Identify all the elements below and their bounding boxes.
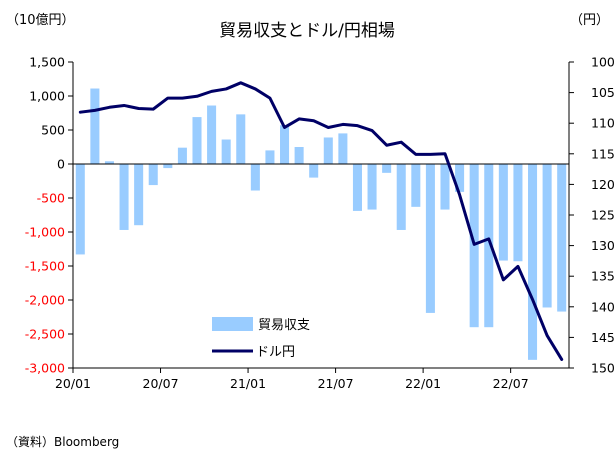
bar-2022-03	[455, 164, 465, 192]
right-axis-tick-labels: 100 105 110 115 120 125 130 135 140 145 150	[591, 55, 615, 376]
bar-2021-10	[382, 164, 392, 173]
left-tick-label: -2,500	[25, 327, 65, 342]
usd-jpy-line	[78, 81, 564, 361]
bar-2022-05	[484, 164, 494, 328]
right-tick-label: 105	[591, 85, 615, 100]
bar-2020-06	[148, 164, 158, 186]
bar-2020-04	[119, 164, 129, 230]
trade-balance-bars	[75, 88, 567, 360]
right-tick-label: 135	[591, 269, 615, 284]
right-tick-label: 145	[591, 330, 615, 345]
right-tick-label: 130	[591, 238, 615, 253]
bar-2021-09	[367, 164, 377, 210]
left-tick-label: -1,500	[25, 259, 65, 274]
bar-2020-08	[177, 147, 187, 164]
x-tick-label: 20/07	[143, 376, 179, 391]
left-tick-label: -2,000	[25, 293, 65, 308]
right-axis-unit: （円）	[570, 13, 609, 28]
bar-2022-10	[557, 164, 567, 312]
legend-label-usd-jpy: ドル円	[256, 345, 295, 360]
left-tick-label: 500	[41, 123, 65, 138]
bar-2021-04	[294, 147, 304, 164]
bar-2021-03	[280, 125, 290, 164]
axes	[68, 61, 574, 373]
legend: 貿易収支 ドル円	[212, 317, 310, 360]
right-tick-label: 115	[591, 146, 615, 161]
bar-2021-02	[265, 150, 275, 164]
bar-2020-05	[134, 164, 144, 226]
left-tick-label: 1,000	[29, 89, 65, 104]
bar-2022-01	[425, 164, 435, 313]
bar-2021-07	[338, 133, 348, 164]
bar-2021-01	[250, 164, 260, 191]
left-tick-label: -3,000	[25, 361, 65, 376]
right-tick-label: 150	[591, 361, 615, 376]
bar-2022-06	[498, 164, 508, 261]
x-tick-label: 20/01	[55, 376, 91, 391]
bar-2022-08	[528, 164, 538, 360]
legend-label-trade-balance: 貿易収支	[258, 318, 310, 333]
right-tick-label: 125	[591, 208, 615, 223]
x-tick-label: 22/07	[493, 376, 529, 391]
left-tick-label: 0	[57, 157, 65, 172]
bar-2020-03	[104, 161, 114, 164]
bar-2021-05	[309, 164, 319, 178]
x-axis-tick-labels: 20/01 20/07 21/01 21/07 22/01 22/07	[55, 376, 529, 391]
usd-jpy-line-layer	[78, 81, 564, 361]
left-axis-tick-labels: 1,500 1,000 500 0 -500 -1,000 -1,500 -2,000 -2,5…	[25, 55, 65, 376]
bar-2020-10	[207, 105, 217, 164]
chart-title: 貿易収支とドル/円相場	[219, 21, 395, 41]
left-tick-label: -1,000	[25, 225, 65, 240]
left-tick-label: -500	[37, 191, 65, 206]
bar-2020-11	[221, 139, 231, 164]
bar-2022-09	[542, 164, 552, 308]
bar-2020-09	[192, 117, 202, 164]
x-tick-label: 21/01	[230, 376, 266, 391]
x-tick-label: 21/07	[318, 376, 354, 391]
source-note: （資料）Bloomberg	[6, 435, 119, 449]
bar-2022-02	[440, 164, 450, 210]
right-tick-label: 110	[591, 116, 615, 131]
left-axis-unit: （10億円）	[6, 12, 75, 28]
bar-2021-11	[396, 164, 406, 230]
legend-swatch-trade-balance	[212, 317, 253, 331]
x-tick-label: 22/01	[405, 376, 441, 391]
right-tick-label: 100	[591, 55, 615, 70]
bar-2020-01	[75, 164, 85, 255]
bar-2020-12	[236, 114, 246, 164]
bar-2021-12	[411, 164, 421, 207]
right-tick-label: 120	[591, 177, 615, 192]
bar-2022-07	[513, 164, 523, 262]
right-tick-label: 140	[591, 299, 615, 314]
bar-2020-07	[163, 164, 173, 169]
bar-2021-06	[323, 137, 333, 164]
bar-2021-08	[352, 164, 362, 211]
left-tick-label: 1,500	[29, 55, 65, 70]
bar-2020-02	[90, 88, 100, 164]
